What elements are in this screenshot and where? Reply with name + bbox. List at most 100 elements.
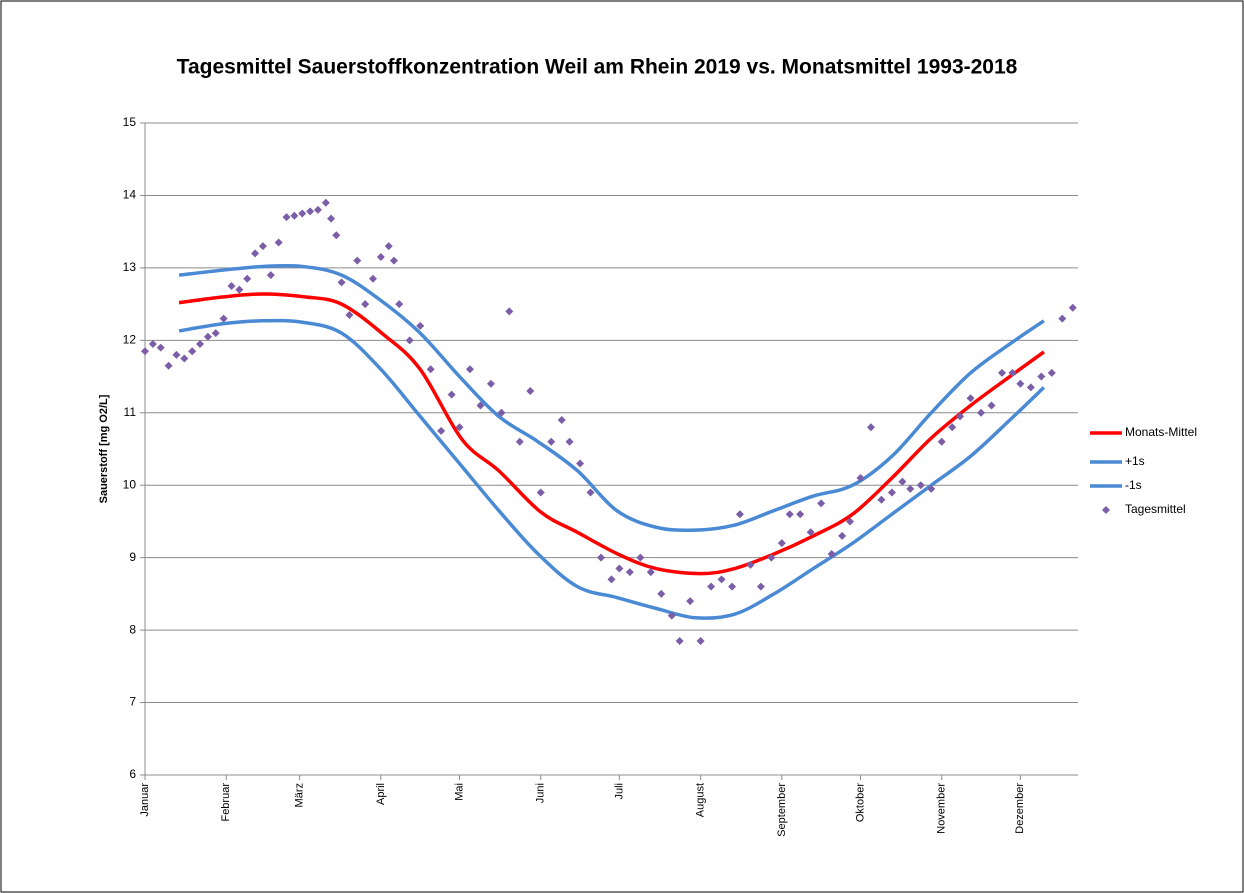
y-tick-label: 15 bbox=[123, 115, 137, 129]
data-point bbox=[361, 300, 370, 309]
data-point bbox=[597, 553, 606, 562]
x-tick-label: August bbox=[695, 783, 707, 817]
data-point bbox=[636, 553, 645, 562]
data-point bbox=[266, 271, 275, 280]
y-tick-label: 7 bbox=[129, 695, 136, 709]
y-tick-label: 11 bbox=[124, 405, 137, 419]
data-point bbox=[258, 242, 267, 251]
data-point bbox=[806, 528, 815, 537]
x-tick-label: Juli bbox=[613, 783, 625, 800]
data-point bbox=[227, 282, 236, 290]
data-point bbox=[696, 636, 705, 645]
series-line bbox=[178, 292, 1045, 576]
data-point bbox=[667, 611, 676, 620]
data-point bbox=[384, 242, 393, 251]
y-tick-label: 13 bbox=[123, 260, 137, 274]
data-point bbox=[686, 597, 695, 606]
data-point bbox=[657, 589, 666, 598]
legend-label: -1s bbox=[1125, 478, 1142, 492]
y-tick-label: 6 bbox=[129, 767, 136, 781]
data-point bbox=[251, 249, 260, 258]
data-point bbox=[966, 394, 975, 403]
x-tick-label: Februar bbox=[220, 783, 232, 822]
data-point bbox=[777, 539, 786, 548]
data-point bbox=[565, 437, 574, 446]
data-point bbox=[1008, 368, 1017, 377]
data-point bbox=[426, 365, 435, 374]
x-tick-label: Januar bbox=[139, 783, 151, 817]
data-point bbox=[172, 350, 181, 359]
data-point bbox=[437, 426, 446, 435]
data-point bbox=[332, 231, 341, 240]
data-point bbox=[345, 310, 354, 319]
y-tick-label: 8 bbox=[129, 622, 136, 636]
data-point bbox=[188, 347, 197, 356]
data-point bbox=[1037, 372, 1046, 381]
data-point bbox=[866, 423, 875, 432]
data-point bbox=[898, 477, 907, 486]
data-point bbox=[707, 582, 716, 591]
data-point bbox=[243, 274, 252, 283]
legend-label: +1s bbox=[1125, 454, 1145, 468]
data-point bbox=[486, 379, 495, 388]
data-point bbox=[306, 207, 315, 216]
data-point bbox=[536, 488, 545, 497]
data-point bbox=[987, 401, 996, 410]
data-point bbox=[164, 361, 173, 370]
data-point bbox=[1016, 379, 1025, 388]
data-point bbox=[337, 278, 346, 287]
data-point bbox=[827, 550, 836, 559]
x-tick-label: September bbox=[776, 783, 788, 837]
data-point bbox=[728, 582, 737, 591]
data-point bbox=[547, 437, 556, 446]
data-point bbox=[906, 484, 915, 493]
data-point bbox=[447, 390, 456, 399]
data-point bbox=[196, 339, 205, 348]
data-point bbox=[785, 510, 794, 519]
data-point bbox=[977, 408, 986, 417]
data-point bbox=[405, 336, 414, 345]
legend-swatch bbox=[1102, 506, 1110, 514]
data-point bbox=[887, 488, 896, 497]
chart-title: Tagesmittel Sauerstoffkonzentration Weil… bbox=[177, 56, 1018, 79]
data-point bbox=[916, 481, 925, 490]
data-point bbox=[997, 368, 1006, 377]
data-point bbox=[353, 256, 362, 265]
x-tick-label: April bbox=[375, 783, 387, 805]
x-tick-label: Oktober bbox=[854, 783, 866, 822]
data-point bbox=[282, 213, 291, 222]
x-tick-label: März bbox=[294, 783, 306, 807]
data-point bbox=[856, 473, 865, 482]
data-point bbox=[526, 387, 535, 396]
x-tick-label: Mai bbox=[453, 783, 465, 801]
data-point bbox=[313, 205, 322, 214]
x-tick-label: Dezember bbox=[1014, 783, 1026, 834]
data-point bbox=[1058, 314, 1067, 323]
data-point bbox=[838, 531, 847, 540]
data-point bbox=[376, 253, 385, 262]
data-point bbox=[717, 575, 726, 584]
y-tick-label: 9 bbox=[129, 550, 136, 564]
data-point bbox=[211, 329, 220, 338]
data-point bbox=[298, 209, 307, 218]
data-point bbox=[756, 582, 765, 591]
data-point bbox=[416, 321, 425, 330]
data-point bbox=[796, 510, 805, 519]
data-point bbox=[956, 412, 965, 421]
data-point bbox=[395, 300, 404, 309]
data-point bbox=[625, 568, 634, 577]
y-tick-label: 10 bbox=[123, 477, 137, 491]
data-point bbox=[1068, 303, 1077, 312]
y-axis-label: Sauerstoff [mg O2/L] bbox=[98, 394, 110, 503]
data-point bbox=[576, 459, 585, 468]
data-point bbox=[948, 423, 957, 432]
data-point bbox=[615, 564, 624, 573]
x-tick-label: Juni bbox=[535, 783, 547, 803]
y-tick-label: 12 bbox=[123, 333, 137, 347]
data-point bbox=[455, 423, 464, 432]
data-point bbox=[845, 517, 854, 526]
data-point bbox=[180, 354, 189, 363]
